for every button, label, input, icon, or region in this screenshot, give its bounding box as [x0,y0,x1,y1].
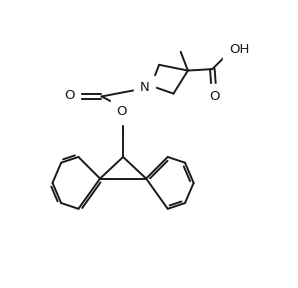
Text: OH: OH [229,43,249,56]
Text: O: O [117,105,127,118]
Text: O: O [209,90,220,103]
Text: O: O [64,89,74,103]
Text: N: N [140,81,150,94]
